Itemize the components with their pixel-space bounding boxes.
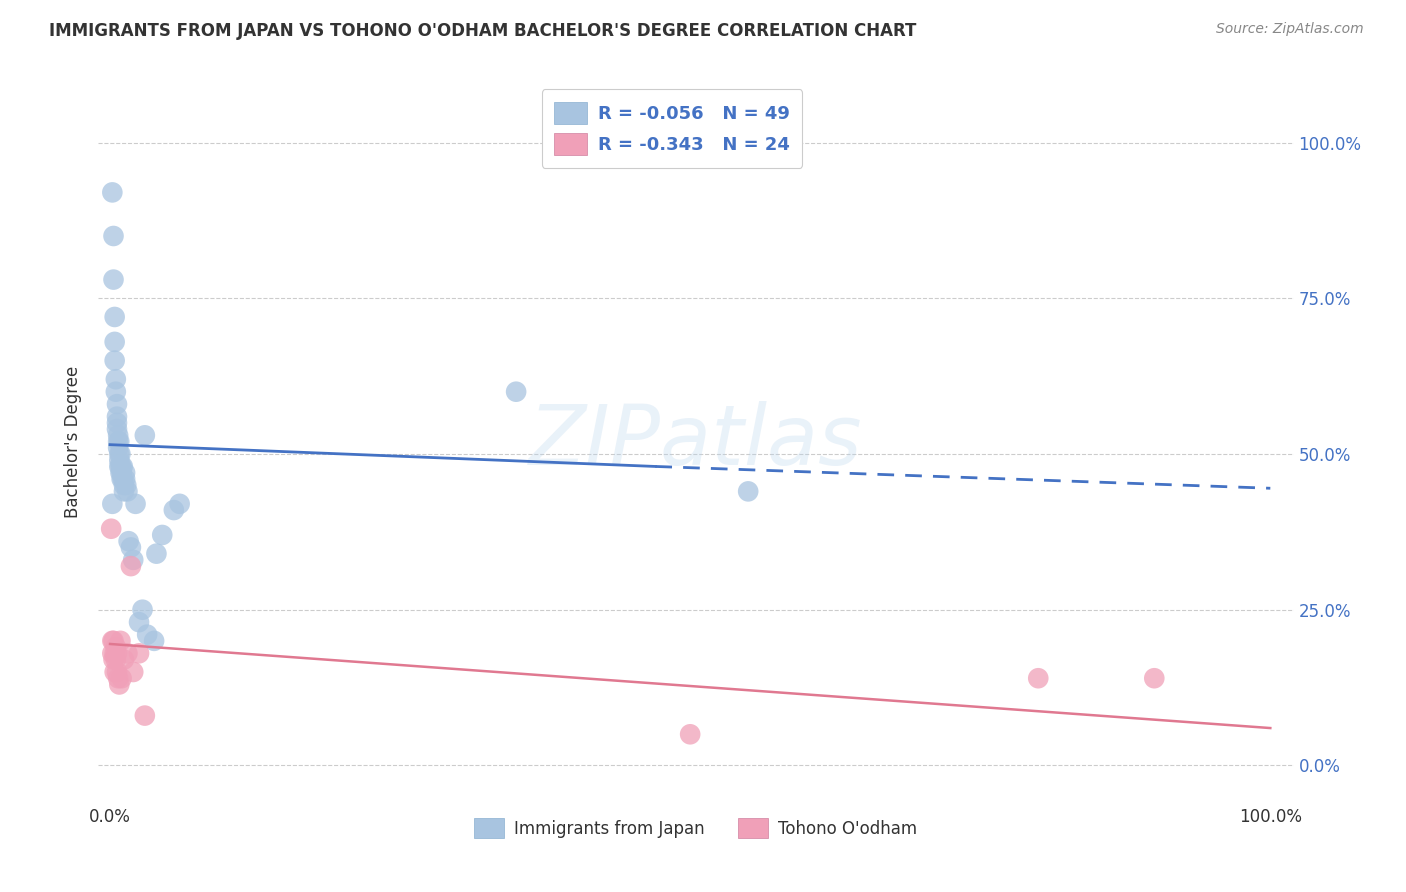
Point [112,478,135,492]
Point [107,441,129,455]
Point [101,186,124,200]
Legend: Immigrants from Japan, Tohono O'odham: Immigrants from Japan, Tohono O'odham [468,812,924,845]
Point [114,472,136,486]
Point [104,640,127,654]
Point [108,459,131,474]
Point [101,646,124,660]
Point [134,708,156,723]
Text: IMMIGRANTS FROM JAPAN VS TOHONO O'ODHAM BACHELOR'S DEGREE CORRELATION CHART: IMMIGRANTS FROM JAPAN VS TOHONO O'ODHAM … [49,22,917,40]
Point [104,665,127,679]
Point [101,633,124,648]
Point [679,727,702,741]
Point [105,416,128,430]
Point [105,409,128,424]
Point [110,633,132,648]
Point [737,484,759,499]
Point [105,422,128,436]
Point [104,646,127,660]
Point [112,484,135,499]
Point [117,534,139,549]
Point [108,677,131,691]
Point [104,334,127,349]
Point [1143,671,1166,685]
Point [117,646,139,660]
Point [150,528,173,542]
Point [134,428,156,442]
Point [117,484,139,499]
Point [112,652,135,666]
Point [108,434,131,449]
Point [110,466,132,480]
Point [107,428,129,442]
Point [100,522,122,536]
Point [111,472,134,486]
Point [1026,671,1049,685]
Point [103,229,125,244]
Point [115,478,138,492]
Point [108,447,131,461]
Point [128,615,150,630]
Point [111,472,134,486]
Point [107,671,129,685]
Point [104,353,127,368]
Point [120,559,142,574]
Point [104,652,127,666]
Point [104,310,127,324]
Point [104,384,127,399]
Point [104,372,127,386]
Text: Source: ZipAtlas.com: Source: ZipAtlas.com [1216,22,1364,37]
Point [111,466,134,480]
Point [107,434,129,449]
Point [163,503,186,517]
Point [111,671,134,685]
Point [122,553,145,567]
Point [110,447,132,461]
Point [103,633,125,648]
Point [505,384,527,399]
Point [103,652,125,666]
Point [120,541,142,555]
Point [169,497,191,511]
Point [136,627,159,641]
Point [103,272,125,286]
Point [110,459,132,474]
Point [114,466,136,480]
Point [101,497,124,511]
Point [105,397,128,411]
Point [105,665,128,679]
Point [122,665,145,679]
Y-axis label: Bachelor's Degree: Bachelor's Degree [65,366,83,517]
Point [143,633,166,648]
Point [105,646,128,660]
Point [131,603,153,617]
Point [108,453,131,467]
Text: ZIPatlas: ZIPatlas [529,401,863,482]
Point [111,459,134,474]
Point [145,547,167,561]
Point [111,459,134,474]
Point [124,497,146,511]
Point [128,646,150,660]
